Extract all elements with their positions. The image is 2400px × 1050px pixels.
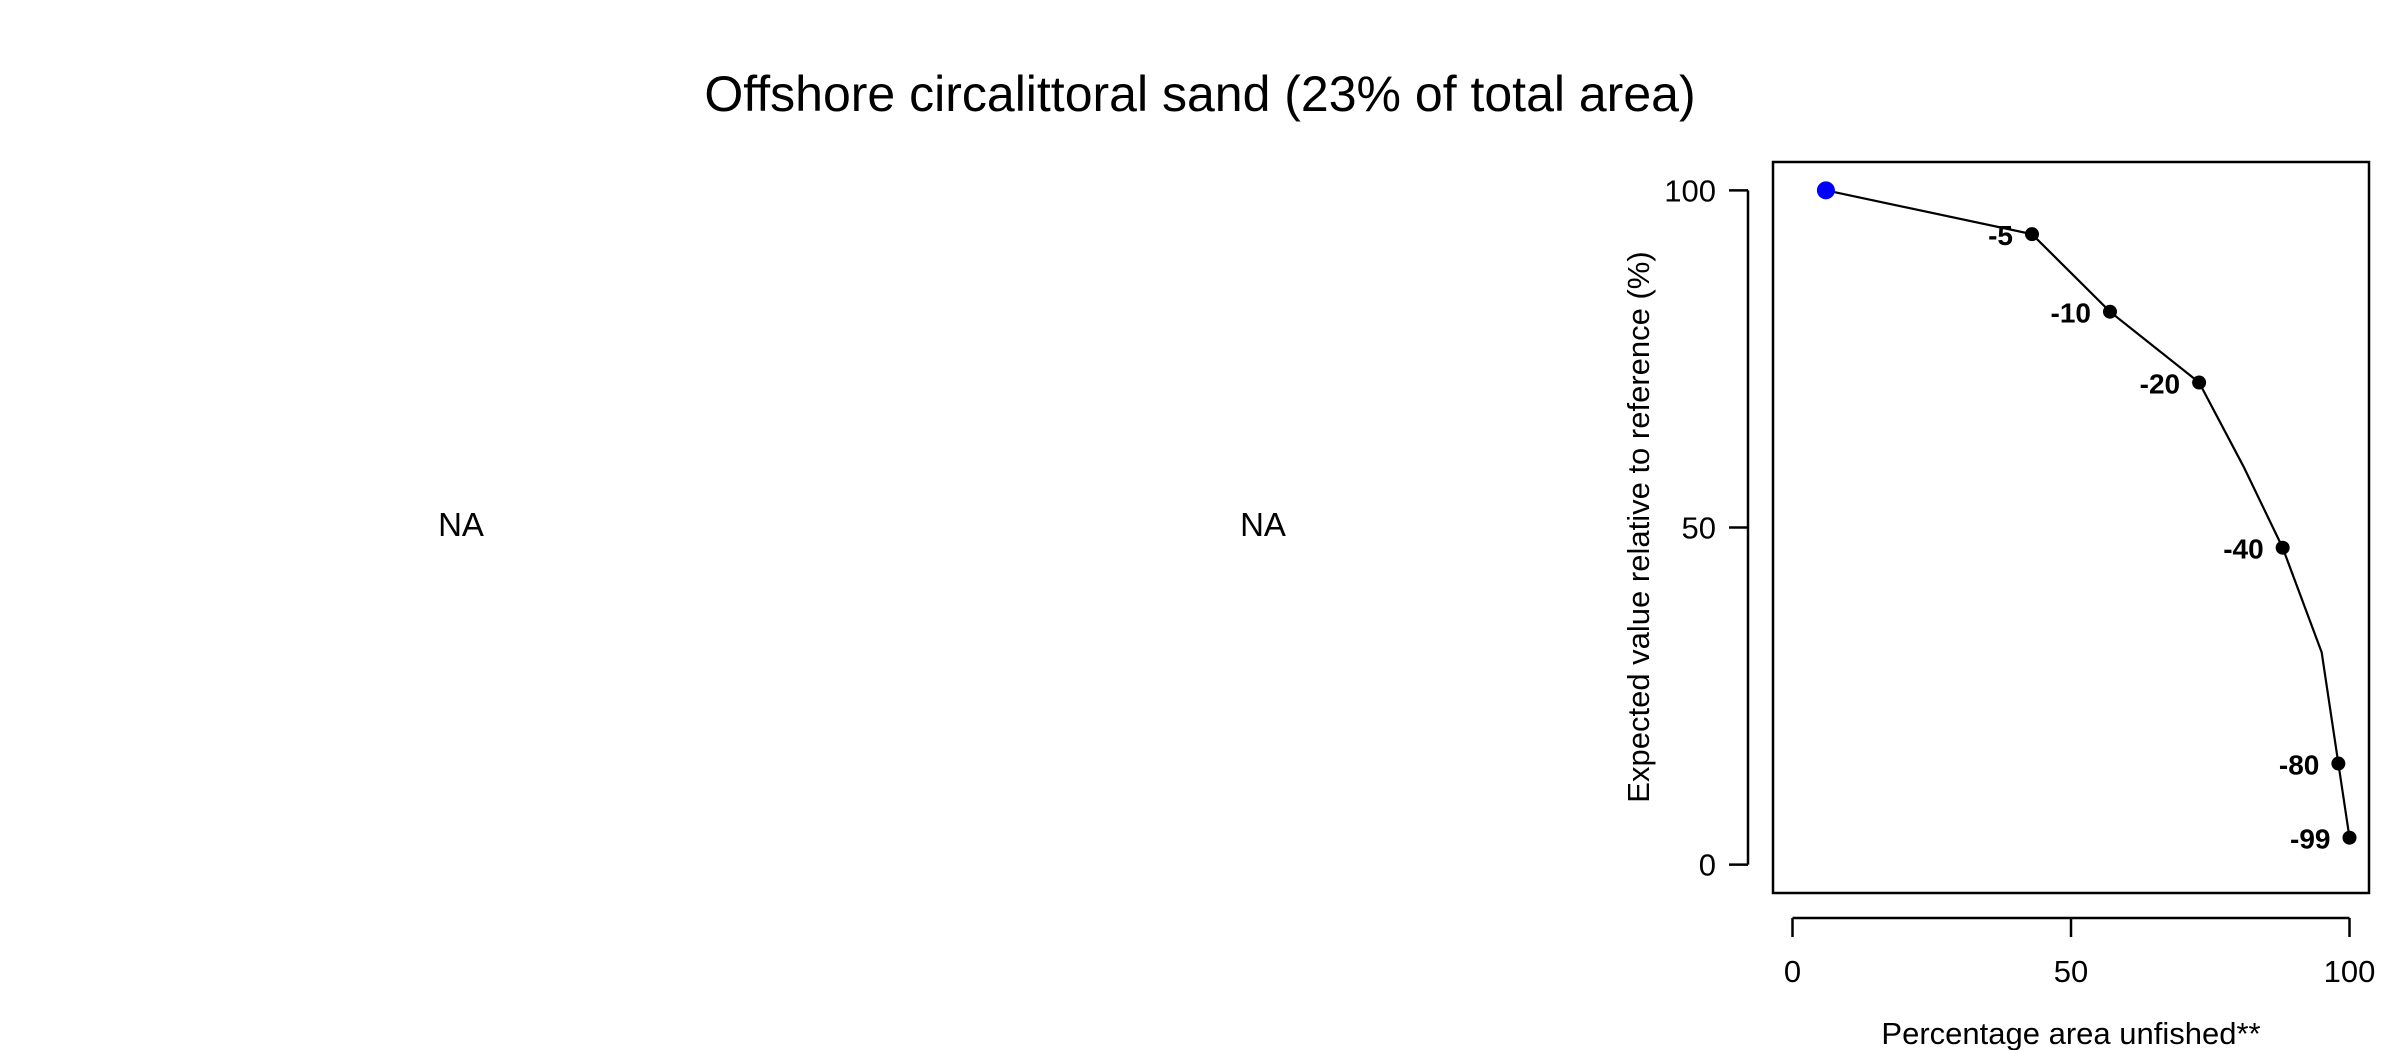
- data-point-label: -20: [2140, 369, 2180, 400]
- y-tick-label: 50: [1682, 511, 1716, 546]
- highlight-point: [1816, 181, 1835, 200]
- data-point: [2275, 540, 2290, 555]
- middle-panel-na: NA: [1240, 506, 1286, 543]
- data-point-label: -80: [2279, 750, 2319, 781]
- series: -5 -10 -20 -40 -80 -99: [1816, 181, 2357, 855]
- x-tick-label: 0: [1784, 954, 1801, 989]
- plot-frame: [1771, 160, 2371, 895]
- data-point: [2192, 375, 2207, 390]
- data-point-label: -99: [2290, 824, 2330, 855]
- x-tick-label: 50: [2054, 954, 2088, 989]
- data-point-label: -40: [2223, 534, 2263, 565]
- left-panel-na: NA: [438, 506, 484, 543]
- data-point: [2331, 756, 2346, 771]
- data-point-label: -10: [2051, 298, 2091, 329]
- data-point: [2102, 304, 2117, 319]
- data-point: [2025, 227, 2040, 242]
- chart-title: Offshore circalittoral sand (23% of tota…: [704, 66, 1696, 122]
- y-tick-label: 0: [1699, 848, 1716, 883]
- x-axis-label: Percentage area unfished**: [1881, 1016, 2260, 1050]
- x-tick-label: 100: [2324, 954, 2376, 989]
- y-tick-label: 100: [1664, 173, 1716, 208]
- data-point: [2342, 830, 2357, 845]
- y-axis-label: Expected value relative to reference (%): [1621, 251, 1656, 802]
- axes: 0 50 100 0 50 100: [1664, 173, 2375, 989]
- data-point-label: -5: [1988, 220, 2013, 251]
- series-line: [1825, 189, 2351, 838]
